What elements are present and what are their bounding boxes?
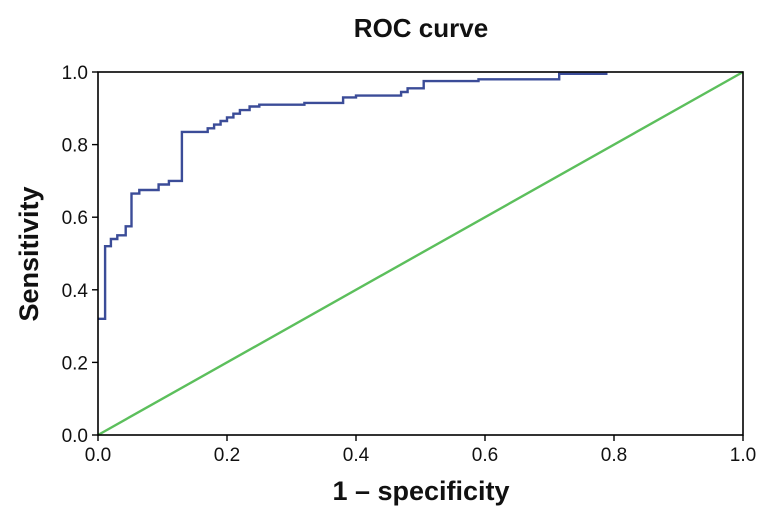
x-tick-label: 0.4 [343, 445, 370, 466]
x-axis: 0.0 0.2 0.4 0.6 0.8 1.0 [85, 435, 756, 466]
x-tick-label: 0.0 [85, 445, 111, 466]
y-tick-label: 1.0 [62, 63, 88, 84]
y-tick-label: 0.0 [62, 426, 88, 447]
x-tick-label: 1.0 [730, 445, 756, 466]
y-tick-label: 0.4 [62, 281, 89, 302]
y-axis-label: Sensitivity [14, 186, 44, 321]
y-tick-label: 0.6 [62, 208, 88, 229]
y-tick-label: 0.8 [62, 136, 88, 157]
x-tick-label: 0.6 [472, 445, 498, 466]
chart-title: ROC curve [354, 13, 488, 43]
reference-line-line [97, 70, 744, 437]
roc-curve-line [98, 72, 608, 320]
y-axis: 0.0 0.2 0.4 0.6 0.8 1.0 [62, 63, 98, 447]
plot-frame [97, 71, 744, 436]
x-axis-label: 1 – specificity [332, 476, 509, 506]
x-tick-label: 0.2 [214, 445, 240, 466]
y-tick-label: 0.2 [62, 353, 88, 374]
plot-area [97, 70, 744, 437]
x-tick-label: 0.8 [601, 445, 627, 466]
